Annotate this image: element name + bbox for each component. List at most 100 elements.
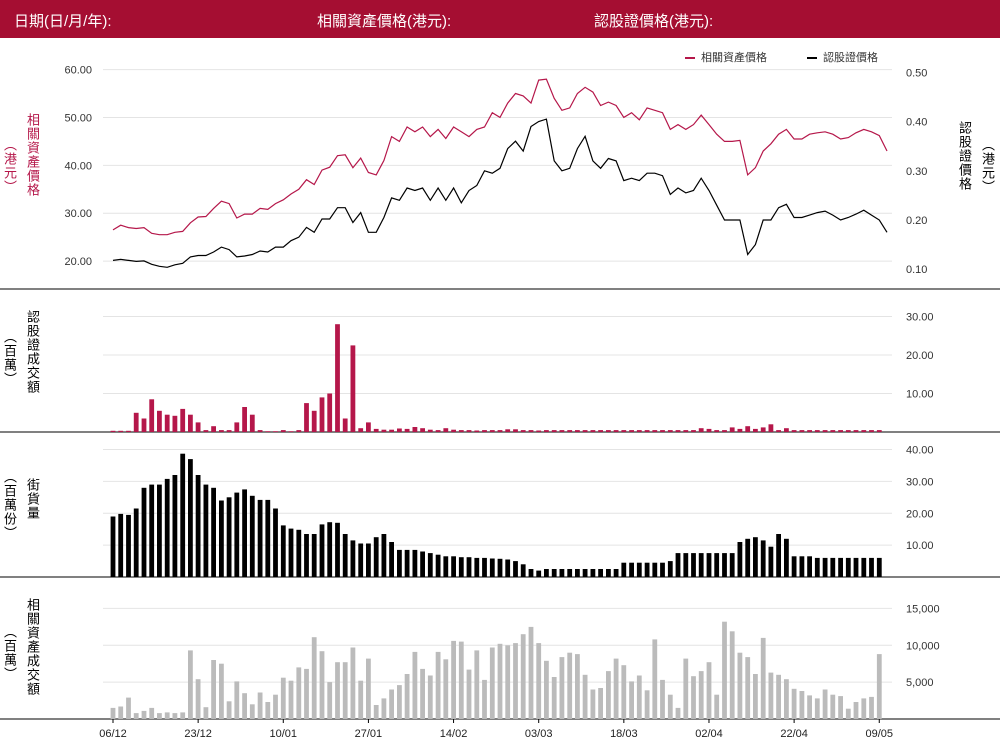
outstanding-bar	[784, 538, 789, 577]
outstanding-bar	[807, 556, 812, 577]
outstanding-bar	[335, 522, 340, 577]
underlying-turnover-axis-unit: （百萬）	[2, 625, 17, 681]
outstanding-bar	[536, 570, 542, 577]
outstanding-bar	[575, 569, 580, 577]
underlying_turnover-bar	[482, 679, 487, 719]
outstanding-bar	[838, 557, 843, 577]
outstanding-bar	[288, 528, 294, 577]
outstanding-bar	[133, 508, 139, 577]
outstanding-bar	[141, 487, 147, 577]
outstanding-bar	[164, 478, 170, 577]
outstanding-bar	[675, 553, 681, 577]
right-price-tick-label: 0.40	[906, 117, 927, 129]
warrant_turnover-bar	[373, 428, 379, 432]
outstanding-bar	[311, 534, 317, 577]
warrant_turnover-bar	[257, 430, 263, 432]
warrant_turnover-tick-label: 20.00	[906, 350, 934, 362]
underlying_turnover-bar	[536, 643, 542, 719]
outstanding-bar	[149, 484, 155, 577]
outstanding-bar	[598, 569, 603, 577]
outstanding-bar	[845, 557, 851, 577]
underlying-price-axis-title: 相關資產價格	[25, 113, 40, 197]
warrant_turnover-bar	[327, 393, 333, 432]
warrant_turnover-bar	[211, 426, 216, 432]
warrant_turnover-bar	[397, 428, 402, 432]
warrant_turnover-bar	[714, 430, 720, 432]
warrant_turnover-bar	[420, 428, 425, 432]
outstanding-bar	[188, 459, 193, 577]
warrant_turnover-bar	[319, 397, 325, 432]
underlying_turnover-bar	[118, 706, 124, 719]
outstanding-tick-label: 10.00	[906, 540, 934, 552]
outstanding-bar	[211, 487, 216, 577]
warrant_turnover-bar	[753, 428, 758, 432]
warrant_turnover-bar	[784, 428, 789, 432]
warrant_turnover-bar	[582, 430, 588, 432]
outstanding-bar	[118, 513, 124, 577]
outstanding-bar	[753, 537, 758, 577]
outstanding-axis-unit: （百萬份）	[2, 470, 17, 540]
underlying_turnover-bar	[249, 704, 255, 719]
outstanding-bar	[559, 569, 565, 577]
outstanding-bar	[249, 495, 255, 577]
underlying_turnover-bar	[319, 651, 325, 719]
underlying_turnover-bar	[435, 651, 441, 719]
warrant_turnover-bar	[567, 430, 573, 432]
x-tick-label: 03/03	[525, 728, 553, 740]
outstanding-bar	[404, 549, 410, 577]
outstanding-bar	[629, 562, 634, 577]
underlying-price-axis-unit: （港元）	[2, 138, 17, 194]
underlying_turnover-bar	[497, 643, 503, 719]
right-price-tick-label: 0.20	[906, 215, 927, 227]
outstanding-bar	[273, 508, 278, 577]
warrant_turnover-bar	[195, 422, 201, 432]
outstanding-bar	[157, 484, 162, 577]
underlying_turnover-bar	[606, 671, 611, 719]
underlying-turnover-axis-title: 相關資產成交額	[25, 598, 40, 696]
date-label: 日期(日/月/年):	[14, 13, 112, 30]
warrant_turnover-bar	[776, 430, 781, 432]
underlying_turnover-bar	[675, 707, 681, 719]
underlying_turnover-bar	[660, 679, 665, 719]
outstanding-bar	[257, 499, 263, 577]
underlying_turnover-bar	[876, 654, 882, 719]
warrant_turnover-bar	[869, 430, 874, 432]
outstanding-bar	[729, 553, 735, 577]
underlying_turnover-bar	[234, 681, 240, 719]
warrant_turnover-bar	[443, 428, 449, 432]
warrant_turnover-tick-label: 10.00	[906, 389, 934, 401]
outstanding-bar	[520, 564, 526, 577]
underlying_turnover-bar	[335, 662, 340, 719]
underlying_turnover-bar	[520, 634, 526, 719]
underlying_turnover-bar	[280, 677, 286, 719]
outstanding-bar	[350, 540, 356, 577]
warrant_turnover-bar	[737, 428, 743, 432]
outstanding-bar	[513, 561, 518, 577]
warrant_turnover-bar	[389, 429, 394, 432]
warrant_turnover-bar	[520, 430, 526, 432]
underlying_turnover-bar	[799, 691, 805, 719]
outstanding-bar	[621, 562, 627, 577]
outstanding-bar	[280, 525, 286, 577]
underlying_turnover-bar	[582, 674, 588, 719]
outstanding-bar	[435, 554, 441, 577]
warrant_turnover-bar	[729, 427, 735, 432]
outstanding-bar	[242, 489, 247, 577]
outstanding-bar	[667, 561, 673, 577]
x-tick-label: 23/12	[184, 728, 212, 740]
outstanding-bar	[451, 556, 456, 577]
x-tick-label: 22/04	[780, 728, 808, 740]
legend-warrant[interactable]: 認股證價格	[807, 49, 878, 65]
underlying_turnover-bar	[265, 702, 271, 719]
underlying_turnover-bar	[288, 680, 294, 719]
underlying_turnover-tick-label: 15,000	[906, 603, 940, 615]
underlying_turnover-bar	[544, 660, 549, 719]
legend-underlying[interactable]: 相關資產價格	[685, 49, 767, 65]
warrant_turnover-bar	[660, 430, 665, 432]
outstanding-bar	[791, 556, 797, 577]
underlying_turnover-bar	[327, 682, 333, 719]
warrant_turnover-bar	[760, 427, 766, 432]
warrant_turnover-bar	[590, 430, 596, 432]
underlying_turnover-bar	[706, 662, 712, 719]
underlying_turnover-bar	[195, 679, 201, 719]
